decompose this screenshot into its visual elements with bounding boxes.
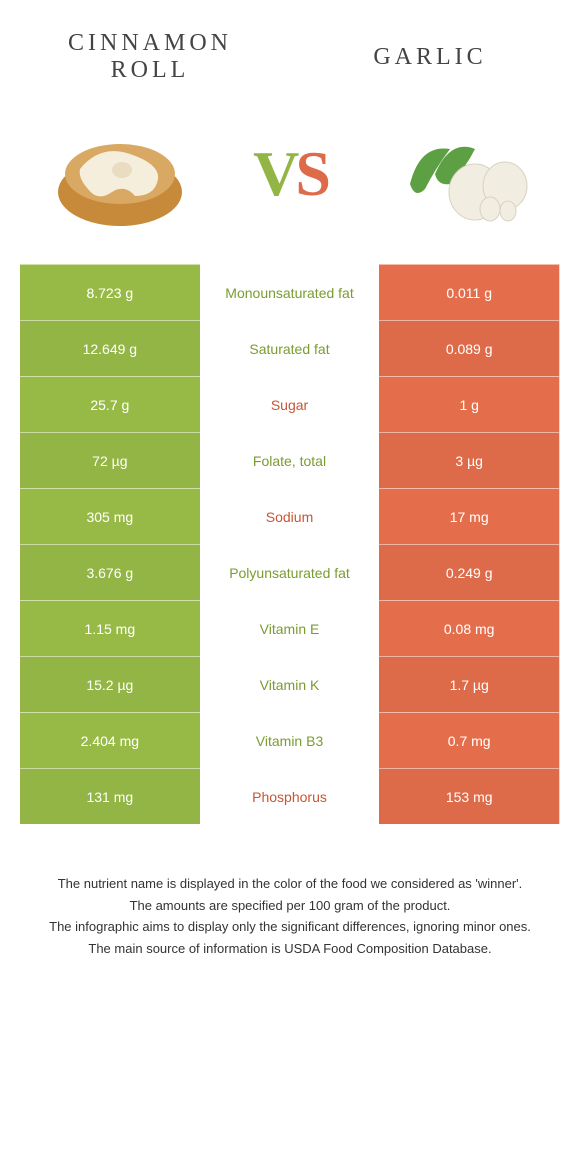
nutrient-label: Saturated fat <box>200 320 380 376</box>
value-left: 1.15 mg <box>20 600 200 656</box>
footnote-line: The amounts are specified per 100 gram o… <box>30 896 550 916</box>
value-left: 12.649 g <box>20 320 200 376</box>
value-left: 25.7 g <box>20 376 200 432</box>
nutrient-label: Vitamin E <box>200 600 380 656</box>
table-row: 8.723 gMonounsaturated fat0.011 g <box>20 264 559 320</box>
table-row: 2.404 mgVitamin B30.7 mg <box>20 712 559 768</box>
value-left: 3.676 g <box>20 544 200 600</box>
table-row: 3.676 gPolyunsaturated fat0.249 g <box>20 544 559 600</box>
nutrient-label: Vitamin B3 <box>200 712 380 768</box>
value-left: 8.723 g <box>20 264 200 320</box>
vs-v: V <box>253 138 295 209</box>
cinnamon-roll-image <box>40 114 200 234</box>
header: Cinnamon Roll Garlic <box>0 0 580 104</box>
vs-label: VS <box>253 137 327 211</box>
value-left: 2.404 mg <box>20 712 200 768</box>
table-row: 12.649 gSaturated fat0.089 g <box>20 320 559 376</box>
value-right: 1 g <box>379 376 559 432</box>
value-right: 1.7 µg <box>379 656 559 712</box>
footnote-line: The nutrient name is displayed in the co… <box>30 874 550 894</box>
vs-s: S <box>295 138 327 209</box>
table-row: 72 µgFolate, total3 µg <box>20 432 559 488</box>
nutrient-label: Vitamin K <box>200 656 380 712</box>
footnotes: The nutrient name is displayed in the co… <box>0 824 580 990</box>
value-left: 15.2 µg <box>20 656 200 712</box>
food-title-left: Cinnamon Roll <box>50 30 250 84</box>
table-row: 1.15 mgVitamin E0.08 mg <box>20 600 559 656</box>
food-title-right: Garlic <box>330 44 530 71</box>
value-right: 153 mg <box>379 768 559 824</box>
nutrient-table: 8.723 gMonounsaturated fat0.011 g12.649 … <box>20 264 560 824</box>
nutrient-label: Sodium <box>200 488 380 544</box>
nutrient-label: Folate, total <box>200 432 380 488</box>
value-right: 0.7 mg <box>379 712 559 768</box>
table-row: 25.7 gSugar1 g <box>20 376 559 432</box>
value-right: 17 mg <box>379 488 559 544</box>
footnote-line: The main source of information is USDA F… <box>30 939 550 959</box>
table-row: 131 mgPhosphorus153 mg <box>20 768 559 824</box>
nutrient-label: Phosphorus <box>200 768 380 824</box>
value-left: 305 mg <box>20 488 200 544</box>
nutrient-label: Polyunsaturated fat <box>200 544 380 600</box>
table-row: 15.2 µgVitamin K1.7 µg <box>20 656 559 712</box>
nutrient-label: Sugar <box>200 376 380 432</box>
value-left: 131 mg <box>20 768 200 824</box>
value-left: 72 µg <box>20 432 200 488</box>
images-row: VS <box>0 104 580 264</box>
nutrient-label: Monounsaturated fat <box>200 264 380 320</box>
value-right: 0.089 g <box>379 320 559 376</box>
value-right: 0.08 mg <box>379 600 559 656</box>
value-right: 3 µg <box>379 432 559 488</box>
table-row: 305 mgSodium17 mg <box>20 488 559 544</box>
value-right: 0.249 g <box>379 544 559 600</box>
value-right: 0.011 g <box>379 264 559 320</box>
footnote-line: The infographic aims to display only the… <box>30 917 550 937</box>
garlic-image <box>380 114 540 234</box>
